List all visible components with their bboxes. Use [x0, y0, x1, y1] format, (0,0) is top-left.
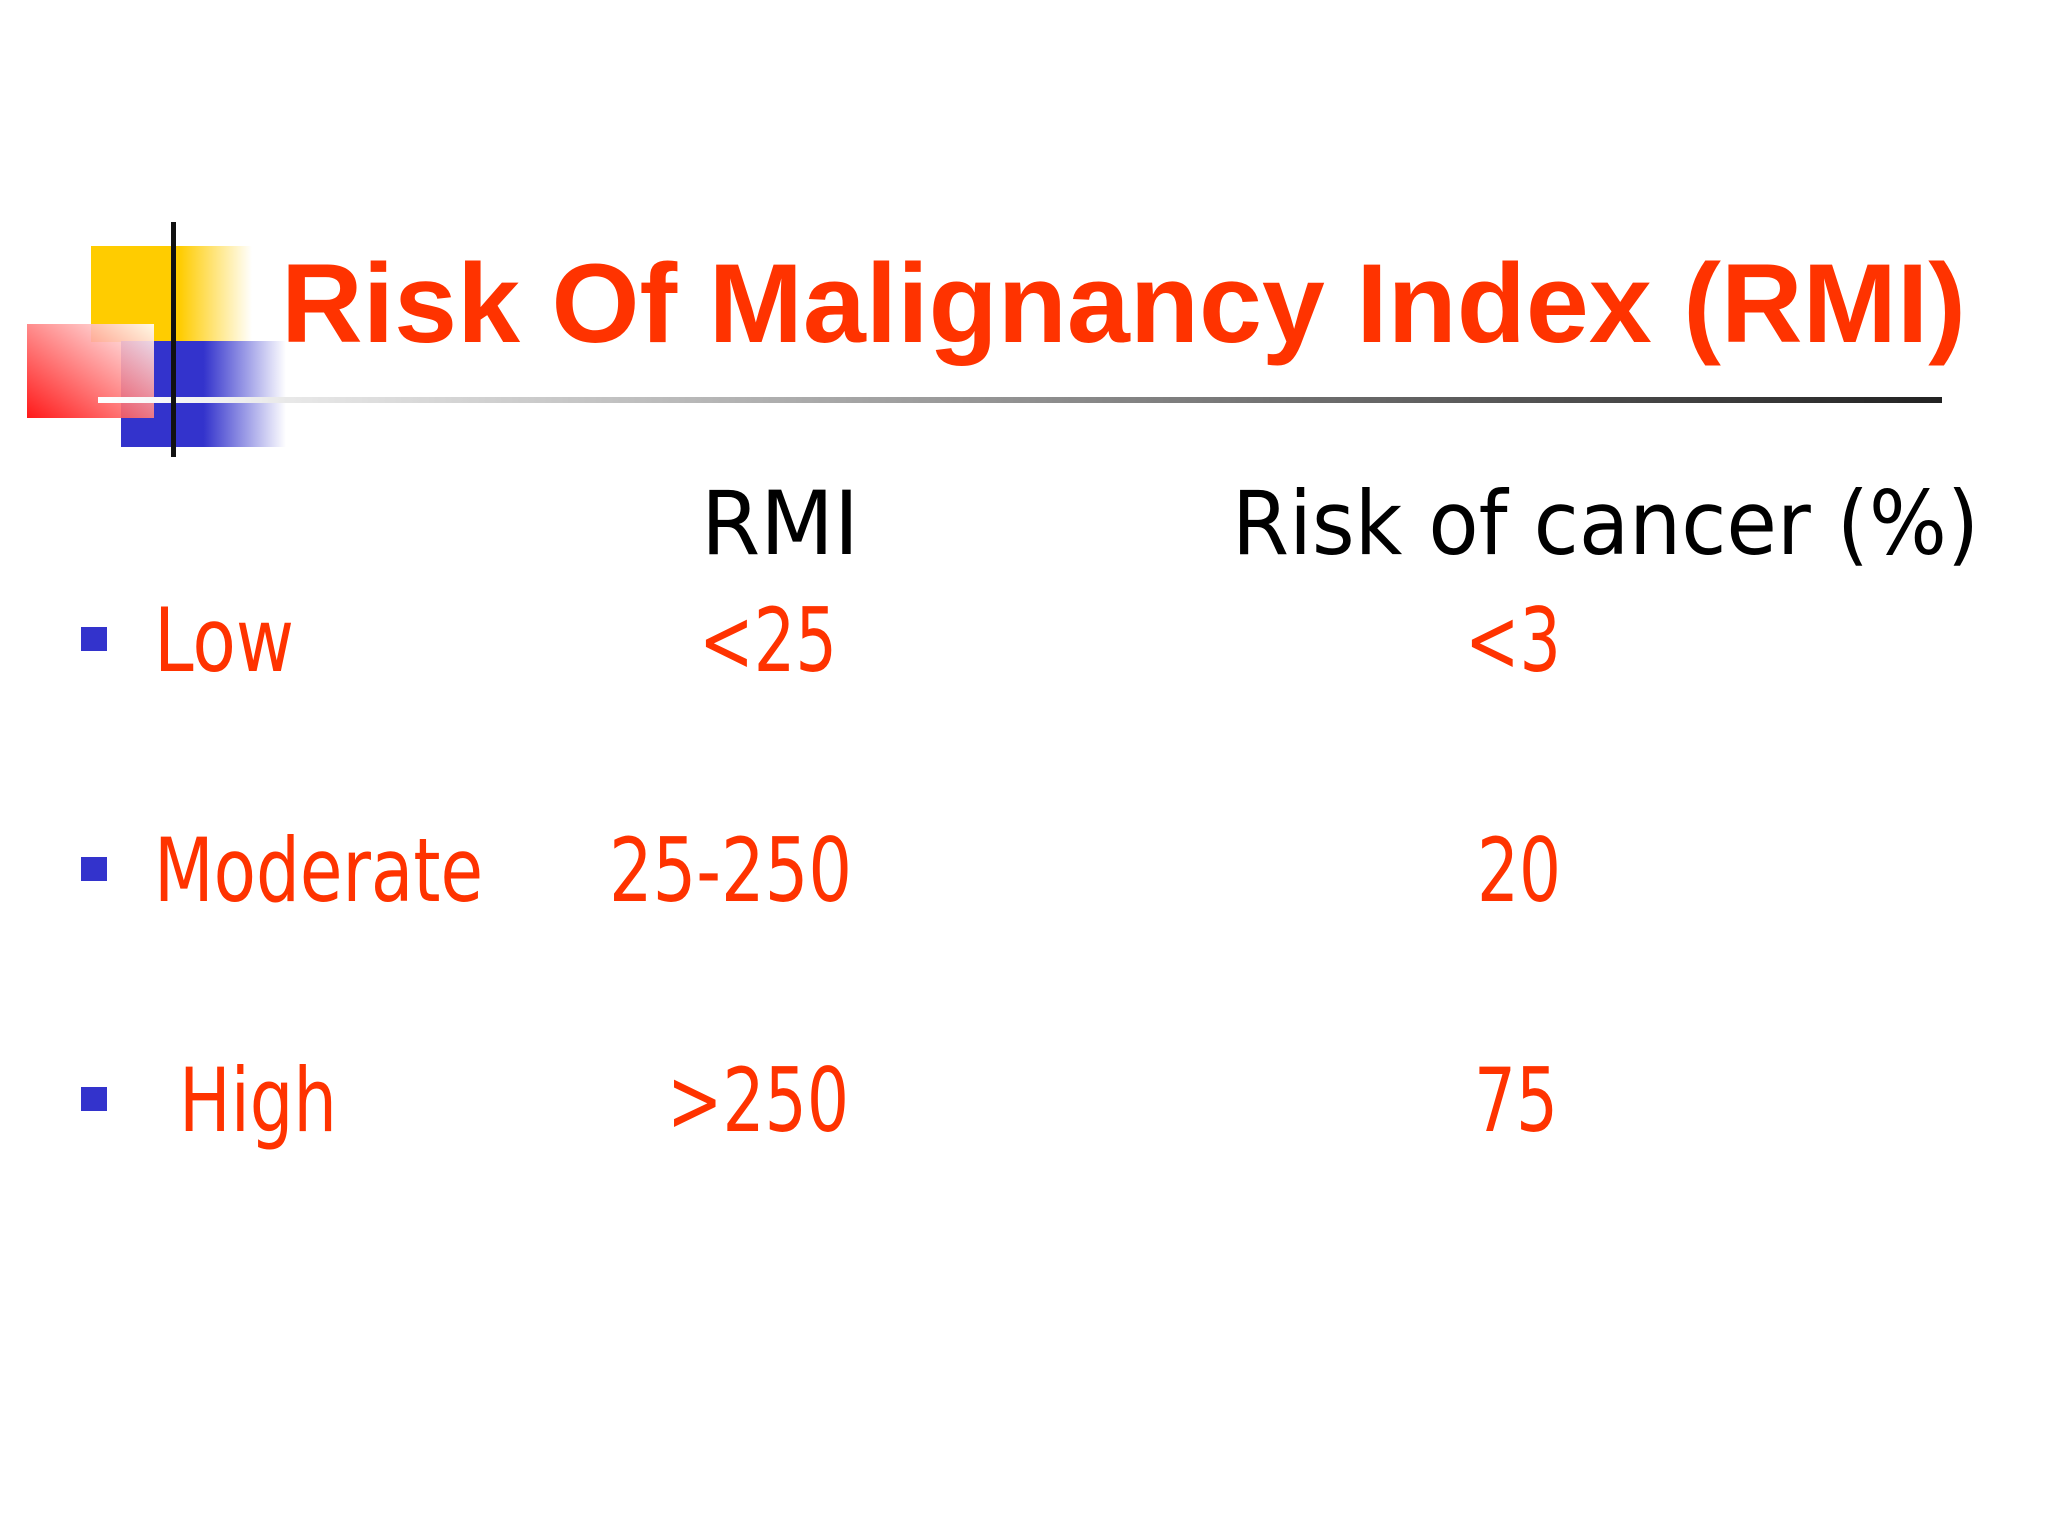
table-cell: <25: [699, 589, 837, 692]
row-label: Moderate: [154, 819, 483, 922]
table-cell: <3: [1465, 589, 1561, 692]
title-rule: [98, 397, 1942, 403]
bullet: [81, 627, 107, 651]
row-label: Low: [154, 589, 294, 692]
table-cell: 25-250: [609, 819, 852, 922]
decoration: [27, 222, 1942, 457]
column-header: RMI: [701, 472, 859, 575]
table-cell: >250: [667, 1049, 849, 1152]
table-cell: 75: [1474, 1049, 1558, 1152]
red-square: [27, 324, 154, 418]
table-cell: 20: [1477, 819, 1561, 922]
column-header: Risk of cancer (%): [1232, 472, 1979, 575]
title: Risk Of Malignancy Index (RMI): [281, 241, 1966, 366]
row-label: High: [179, 1049, 337, 1152]
bullet: [81, 857, 107, 881]
vertical-rule: [171, 222, 176, 457]
bullet: [81, 1087, 107, 1111]
